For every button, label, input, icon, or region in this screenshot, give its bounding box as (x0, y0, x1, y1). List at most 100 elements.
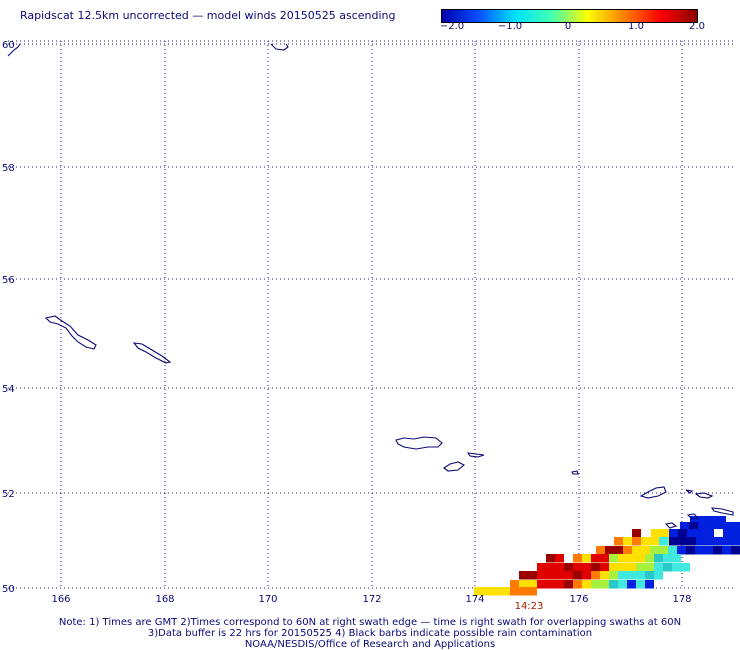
wind-cell (645, 580, 654, 589)
wind-cell (627, 580, 636, 589)
wind-cell (713, 546, 722, 555)
wind-cell (582, 580, 591, 589)
wind-cell (725, 522, 734, 531)
wind-cell (474, 587, 483, 596)
wind-cell (705, 529, 714, 538)
lat-label: 50 (2, 584, 15, 595)
wind-cell (632, 529, 641, 538)
lon-label: 166 (51, 594, 70, 605)
wind-cell (537, 571, 546, 580)
wind-cell (564, 580, 573, 589)
wind-cell (609, 580, 618, 589)
wind-cell (618, 571, 627, 580)
bering-island (44, 315, 97, 350)
kamchatka-coast (7, 43, 21, 57)
wind-cell (636, 580, 645, 589)
wind-cell (663, 563, 672, 572)
wind-cell (722, 546, 731, 555)
wind-cell (654, 563, 663, 572)
wind-cell (690, 516, 699, 525)
agattu-island (443, 461, 465, 472)
wind-cell (696, 537, 705, 546)
wind-cell (689, 522, 698, 531)
wind-cell (627, 571, 636, 580)
wind-cell (555, 563, 564, 572)
wind-cell (645, 554, 654, 563)
wind-cell (714, 529, 723, 538)
wind-cell (528, 587, 537, 596)
wind-cell (705, 537, 714, 546)
note-line-1: Note: 1) Times are GMT 2)Times correspon… (58, 617, 682, 628)
wind-cell (600, 554, 609, 563)
island-top (270, 43, 289, 51)
wind-cell (627, 554, 636, 563)
wind-cell (708, 516, 717, 525)
wind-cell (564, 571, 573, 580)
wind-cell (582, 571, 591, 580)
wind-cell (680, 522, 689, 531)
amchitka-island (710, 507, 734, 516)
wind-cell (714, 537, 723, 546)
lon-label: 174 (465, 594, 484, 605)
wind-cell (528, 571, 537, 580)
wind-cell (686, 546, 695, 555)
wind-cell (696, 529, 705, 538)
note-line-2: 3)Data buffer is 22 hrs for 20150525 4) … (147, 628, 593, 639)
wind-cell (483, 587, 492, 596)
wind-cell (641, 537, 650, 546)
wind-cell (519, 580, 528, 589)
wind-cell (528, 580, 537, 589)
wind-cell (654, 554, 663, 563)
wind-cell (618, 554, 627, 563)
lat-label: 56 (2, 275, 15, 286)
wind-cell (672, 554, 681, 563)
wind-cell (537, 580, 546, 589)
wind-cell (573, 563, 582, 572)
wind-cell (609, 571, 618, 580)
wind-cell (660, 529, 669, 538)
near-island-attu (395, 436, 443, 450)
colorbar-label-min: −2.0 (439, 21, 465, 32)
wind-cell (645, 563, 654, 572)
wind-cell (546, 571, 555, 580)
lat-label: 54 (2, 384, 15, 395)
wind-cell (669, 537, 678, 546)
wind-cell (678, 529, 687, 538)
wind-cell (645, 571, 654, 580)
wind-cell (687, 529, 696, 538)
wind-cell (707, 522, 716, 531)
wind-cell (704, 546, 713, 555)
wind-cell (627, 563, 636, 572)
wind-cell (591, 571, 600, 580)
wind-cell (555, 571, 564, 580)
wind-cell (663, 554, 672, 563)
wind-cell (681, 563, 690, 572)
wind-swath (474, 516, 740, 596)
colorbar (441, 9, 698, 23)
lon-label: 168 (155, 594, 174, 605)
wind-cell (734, 522, 740, 531)
small-islet-1 (466, 452, 485, 458)
colorbar-label-zero: 0 (564, 21, 572, 32)
wind-cell (659, 537, 668, 546)
wind-cell (636, 554, 645, 563)
wind-cell (623, 546, 632, 555)
wind-cell (668, 546, 677, 555)
wind-cell (732, 537, 740, 546)
wind-cell (510, 587, 519, 596)
wind-cell (596, 546, 605, 555)
wind-cell (623, 537, 632, 546)
wind-cell (651, 529, 660, 538)
wind-cell (641, 546, 650, 555)
wind-cell (731, 546, 740, 555)
lat-label: 58 (2, 163, 15, 174)
wind-cell (654, 571, 663, 580)
wind-cell (632, 537, 641, 546)
swath-time-label: 14:23 (515, 601, 544, 612)
colorbar-label-pos1: 1.0 (628, 21, 644, 32)
wind-cell (573, 580, 582, 589)
wind-cell (618, 580, 627, 589)
wind-cell (695, 546, 704, 555)
wind-cell (614, 546, 623, 555)
